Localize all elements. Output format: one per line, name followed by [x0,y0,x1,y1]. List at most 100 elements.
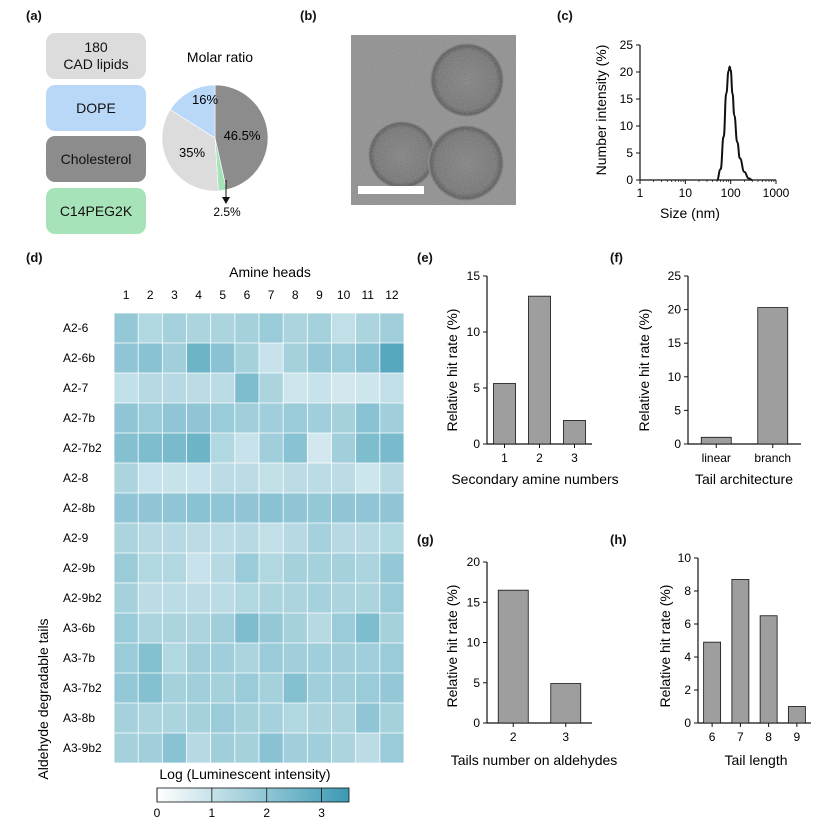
composition-cholesterol-label: Cholesterol [60,150,132,167]
composition-lipid-label: 180 CAD lipids [63,39,129,72]
heatmap-row-label: A2-6b [63,351,95,365]
heatmap-cell [138,583,163,613]
heatmap-cell [138,523,163,553]
colorbar-gradient [156,787,350,803]
heatmap-cell [259,613,284,643]
heatmap-cell [162,463,187,493]
bar-x-tick-label: 8 [765,730,772,744]
pie-label-peg: 2.5% [213,205,241,219]
panel-label-f: (f) [610,250,623,265]
heatmap-cell [234,523,259,553]
heatmap-cell [138,703,163,733]
heatmap-cell [210,643,235,673]
bar-chart-tail-architecture: 0 5 10 15 20 25 linear branch Tail architecture… [636,270,801,487]
bar-chart-e-content: 0 5 10 15 1 2 3 [467,270,592,465]
bar [528,295,551,445]
heatmap-cell [307,343,332,373]
heatmap-cell [114,493,139,523]
heatmap-cell [283,523,308,553]
heatmap-cell [114,703,139,733]
heatmap-row-label: A2-8 [63,471,89,485]
heatmap-cell [114,553,139,583]
heatmap-column-label: 2 [147,288,154,302]
heatmap-cell [331,703,356,733]
panel-label-a: (a) [26,8,42,23]
bar [563,420,586,445]
dls-y-tick-label: 5 [626,146,633,160]
heatmap-cell [114,433,139,463]
heatmap-row-label: A2-6 [63,321,89,335]
heatmap-cell [186,643,211,673]
colorbar: 0 1 2 3 [154,787,350,820]
heatmap-cell [186,703,211,733]
colorbar-tick-label: 0 [154,806,161,820]
heatmap-cell [355,643,380,673]
heatmap-cell [186,343,211,373]
bar-y-tick-label: 15 [467,270,481,283]
heatmap-cell [138,613,163,643]
bar-y-tick-label: 0 [684,716,691,730]
heatmap-cell [379,523,404,553]
heatmap-cell [259,343,284,373]
heatmap-row-label: A3-8b [63,711,95,725]
colorbar-label: Log (Luminescent intensity) [159,766,330,782]
panel-label-b: (b) [300,8,317,23]
heatmap-cell [234,703,259,733]
heatmap-cell [355,403,380,433]
pie-peg-arrow [222,197,230,204]
heatmap-cell [210,313,235,343]
heatmap-cell [355,733,380,763]
heatmap-cell [162,433,187,463]
bar-h-y-axis-label: Relative hit rate (%) [657,585,673,708]
bar-x-tick-label: linear [702,451,731,465]
heatmap-cell [186,523,211,553]
composition-dope-label: DOPE [76,99,116,116]
heatmap-cell [331,493,356,523]
bar [731,579,750,724]
heatmap-cell [186,493,211,523]
heatmap-cell [331,583,356,613]
heatmap-row-label: A2-8b [63,501,95,515]
colorbar-tick-label: 1 [209,806,216,820]
heatmap-cell [307,433,332,463]
heatmap-cell [307,523,332,553]
heatmap-cell [283,613,308,643]
heatmap-cell [379,493,404,523]
bar-y-tick-label: 5 [473,676,480,690]
composition-cholesterol-box: Cholesterol [46,136,146,182]
heatmap-cell [355,613,380,643]
heatmap-cell [162,553,187,583]
bar-y-tick-label: 0 [473,437,480,451]
heatmap-column-label: 1 [123,288,130,302]
heatmap-cell [283,493,308,523]
dls-x-axis-label: Size (nm) [660,205,720,221]
heatmap-cell [331,463,356,493]
heatmap-column-label: 3 [171,288,178,302]
heatmap-cell [138,733,163,763]
bar-chart-tails-number: 0 5 10 15 20 2 3 Tails number on aldehydes Rel… [444,555,617,768]
heatmap-cell [138,463,163,493]
heatmap-cell [162,673,187,703]
heatmap-cell [210,433,235,463]
bar-y-tick-label: 5 [674,403,681,417]
heatmap-cell [138,313,163,343]
heatmap-cell [283,553,308,583]
heatmap-cell [210,703,235,733]
heatmap-cell [138,433,163,463]
heatmap-cell [379,343,404,373]
heatmap-cell [114,613,139,643]
heatmap-cell [114,403,139,433]
heatmap-cell [114,523,139,553]
dls-x-tick-label: 10 [679,186,693,200]
bar [759,615,778,724]
heatmap-cell [162,373,187,403]
heatmap-cell [210,373,235,403]
pie-label-dope: 16% [192,92,218,107]
heatmap-cell [162,343,187,373]
heatmap-cell [114,463,139,493]
heatmap-cell [355,673,380,703]
heatmap-cell [186,433,211,463]
heatmap-cell [138,673,163,703]
heatmap-cell [234,403,259,433]
heatmap-column-label: 6 [244,288,251,302]
